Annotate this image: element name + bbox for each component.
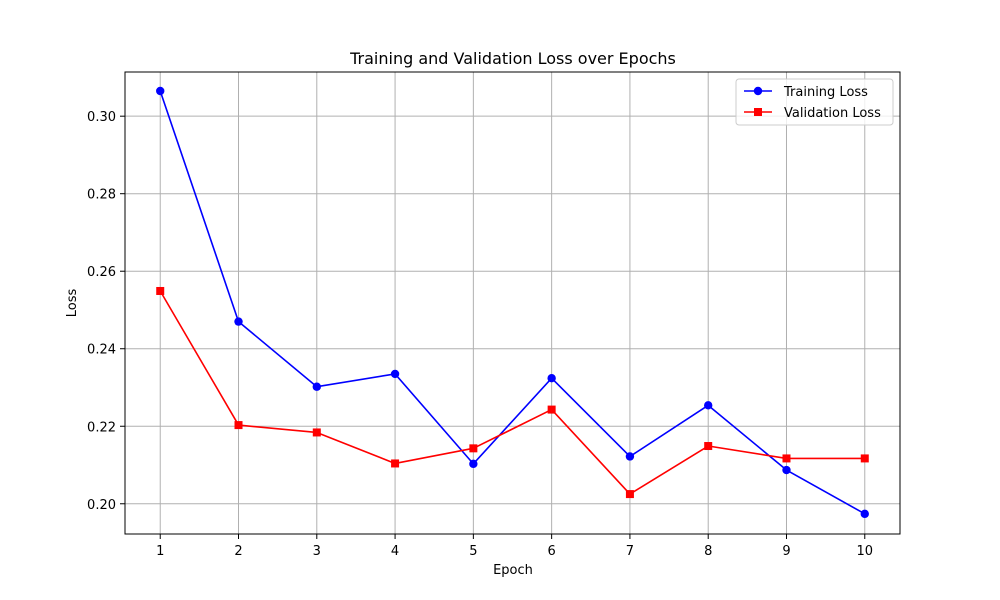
validation-loss-point xyxy=(234,421,243,430)
chart-title: Training and Validation Loss over Epochs xyxy=(349,49,676,68)
validation-loss-line xyxy=(159,290,865,495)
legend-box xyxy=(735,78,894,126)
x-tick-label: 7 xyxy=(626,544,634,559)
training-loss-point xyxy=(234,317,243,326)
y-tick-label: 0.20 xyxy=(87,498,116,513)
training-loss-point xyxy=(390,369,400,379)
legend-label: Validation Loss xyxy=(784,106,881,121)
x-tick-label: 9 xyxy=(782,544,790,559)
validation-loss-point xyxy=(312,428,321,437)
x-tick-label: 10 xyxy=(856,544,873,559)
grid xyxy=(125,72,900,534)
training-loss-series xyxy=(156,86,869,519)
training-loss-line xyxy=(159,90,866,515)
x-tick-label: 5 xyxy=(469,544,477,559)
x-tick-label: 6 xyxy=(548,544,556,559)
x-tick-label: 2 xyxy=(234,544,242,559)
training-loss-point xyxy=(312,382,321,391)
validation-loss-point xyxy=(547,405,556,414)
x-axis-label: Epoch xyxy=(493,563,533,578)
plot-frame xyxy=(124,71,901,535)
training-loss-point xyxy=(156,86,165,96)
x-tick-label: 3 xyxy=(313,544,321,559)
legend: Training Loss Validation Loss xyxy=(735,78,894,126)
training-loss-point xyxy=(704,401,713,410)
legend-label: Training Loss xyxy=(783,85,868,100)
training-loss-point xyxy=(860,509,869,519)
validation-loss-point xyxy=(469,444,478,453)
x-tick-label: 8 xyxy=(704,544,712,559)
legend-item-training-loss: Training Loss xyxy=(744,85,868,100)
y-axis-label: Loss xyxy=(65,289,80,318)
legend-marker xyxy=(753,86,763,96)
training-loss-point xyxy=(469,459,478,469)
y-tick-label: 0.24 xyxy=(87,343,116,358)
validation-loss-point xyxy=(782,454,791,463)
validation-loss-series xyxy=(156,286,869,499)
x-axis-ticks: 1 2 3 4 5 6 7 8 9 10 xyxy=(156,534,873,559)
legend-marker xyxy=(754,108,762,116)
validation-loss-point xyxy=(704,442,713,451)
validation-loss-point xyxy=(391,459,400,468)
x-tick-label: 1 xyxy=(156,544,164,559)
legend-item-validation-loss: Validation Loss xyxy=(744,106,881,121)
validation-loss-point xyxy=(156,286,165,295)
y-tick-label: 0.28 xyxy=(87,188,116,203)
series-layer xyxy=(156,86,869,519)
y-axis-ticks: 0.20 0.22 0.24 0.26 0.28 0.30 xyxy=(87,110,125,513)
training-loss-point xyxy=(547,373,556,383)
y-tick-label: 0.26 xyxy=(87,265,116,280)
validation-loss-point xyxy=(625,490,634,499)
y-tick-label: 0.22 xyxy=(87,420,116,435)
x-tick-label: 4 xyxy=(391,544,399,559)
training-loss-point xyxy=(625,452,635,461)
training-loss-point xyxy=(782,465,791,475)
validation-loss-point xyxy=(860,454,869,463)
y-tick-label: 0.30 xyxy=(87,110,116,125)
